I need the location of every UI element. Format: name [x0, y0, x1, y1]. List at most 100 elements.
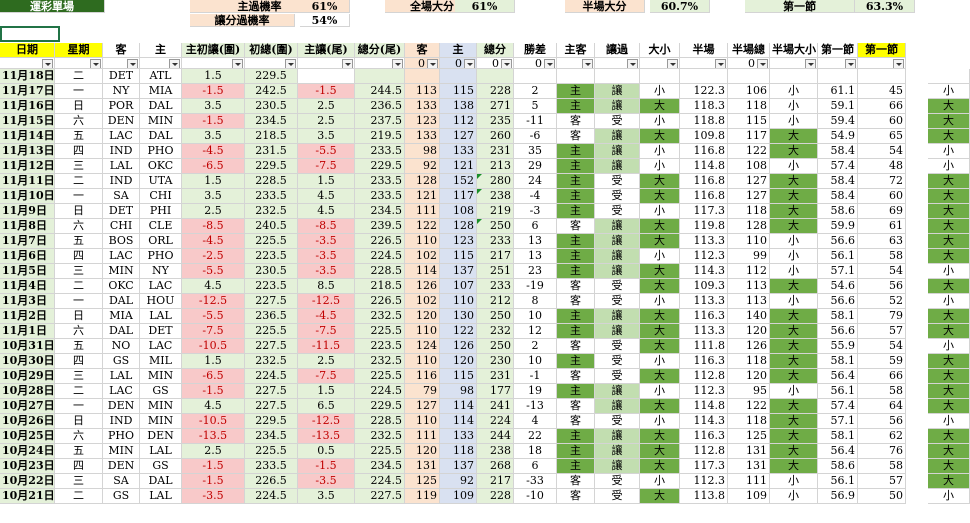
- data-cell: 120: [728, 324, 770, 339]
- filter-cell[interactable]: 0: [440, 58, 477, 69]
- filter-dropdown-icon[interactable]: [893, 59, 904, 68]
- data-cell: 大: [640, 339, 680, 354]
- filter-dropdown-icon[interactable]: [392, 59, 403, 68]
- filter-cell[interactable]: [680, 58, 728, 69]
- filter-dropdown-icon[interactable]: [427, 59, 438, 68]
- data-cell: MIN: [103, 444, 140, 459]
- column-header: 主: [140, 43, 182, 58]
- data-cell: 65: [858, 129, 906, 144]
- data-cell: 232: [477, 324, 514, 339]
- filter-dropdown-icon[interactable]: [627, 59, 638, 68]
- data-cell: 114: [440, 399, 477, 414]
- filter-dropdown-icon[interactable]: [757, 59, 768, 68]
- data-cell: -13.5: [298, 429, 355, 444]
- data-cell: 1.5: [182, 354, 245, 369]
- filter-cell[interactable]: [0, 58, 55, 69]
- data-cell: 102: [405, 249, 440, 264]
- data-cell: 大: [770, 144, 818, 159]
- data-cell: 56: [858, 414, 906, 429]
- filter-dropdown-icon[interactable]: [42, 59, 53, 68]
- data-cell: 225.5: [245, 324, 298, 339]
- filter-dropdown-icon[interactable]: [169, 59, 180, 68]
- data-cell: -10.5: [182, 339, 245, 354]
- data-cell: 大: [640, 129, 680, 144]
- filter-dropdown-icon[interactable]: [285, 59, 296, 68]
- filter-cell[interactable]: 0: [514, 58, 557, 69]
- data-cell: 227.5: [245, 294, 298, 309]
- column-header: 讓過: [595, 43, 640, 58]
- filter-dropdown-icon[interactable]: [582, 59, 593, 68]
- date-cell: 11月6日: [0, 249, 55, 264]
- filter-dropdown-icon[interactable]: [90, 59, 101, 68]
- filter-cell[interactable]: [55, 58, 103, 69]
- data-cell: 主: [557, 444, 595, 459]
- filter-dropdown-icon[interactable]: [342, 59, 353, 68]
- data-cell: 大: [770, 189, 818, 204]
- data-cell: 1.5: [298, 384, 355, 399]
- data-cell: 6: [514, 219, 557, 234]
- data-cell: 主: [557, 144, 595, 159]
- data-cell: 大: [928, 429, 970, 444]
- filter-dropdown-icon[interactable]: [501, 59, 512, 68]
- data-cell: 小: [640, 204, 680, 219]
- data-cell: -33: [514, 474, 557, 489]
- data-cell: 224.5: [355, 474, 405, 489]
- data-cell: 244: [477, 429, 514, 444]
- data-cell: 客: [557, 474, 595, 489]
- filter-cell[interactable]: [640, 58, 680, 69]
- filter-dropdown-icon[interactable]: [805, 59, 816, 68]
- data-cell: 六: [55, 219, 103, 234]
- data-cell: 250: [477, 219, 514, 234]
- data-cell: -1.5: [182, 114, 245, 129]
- data-cell: 218.5: [355, 279, 405, 294]
- data-cell: 112.8: [680, 444, 728, 459]
- filter-cell[interactable]: [140, 58, 182, 69]
- data-cell: -7.5: [298, 159, 355, 174]
- data-cell: -1.5: [182, 474, 245, 489]
- filter-cell[interactable]: [103, 58, 140, 69]
- data-cell: -3.5: [182, 489, 245, 504]
- data-cell: 小: [770, 234, 818, 249]
- data-cell: 224: [477, 414, 514, 429]
- data-cell: 大: [928, 174, 970, 189]
- date-cell: 11月15日: [0, 114, 55, 129]
- data-cell: -13: [514, 399, 557, 414]
- filter-cell[interactable]: [245, 58, 298, 69]
- filter-dropdown-icon[interactable]: [464, 59, 475, 68]
- filter-dropdown-icon[interactable]: [544, 59, 555, 68]
- filter-cell[interactable]: [818, 58, 858, 69]
- filter-cell[interactable]: [595, 58, 640, 69]
- q1-label: 第一節: [745, 0, 855, 13]
- data-cell: DAL: [103, 324, 140, 339]
- filter-cell[interactable]: [182, 58, 245, 69]
- data-cell: 231.5: [245, 144, 298, 159]
- data-cell: MIN: [140, 114, 182, 129]
- filter-cell[interactable]: [557, 58, 595, 69]
- data-cell: 大: [640, 459, 680, 474]
- data-cell: 59.1: [818, 99, 858, 114]
- filter-dropdown-icon[interactable]: [667, 59, 678, 68]
- filter-cell[interactable]: [770, 58, 818, 69]
- filter-dropdown-icon[interactable]: [845, 59, 856, 68]
- data-cell: 日: [55, 309, 103, 324]
- selected-cell[interactable]: [0, 26, 60, 42]
- filter-cell[interactable]: 0: [405, 58, 440, 69]
- filter-cell[interactable]: [858, 58, 906, 69]
- data-cell: 79: [405, 384, 440, 399]
- data-cell: -6.5: [182, 369, 245, 384]
- data-cell: 239.5: [355, 219, 405, 234]
- filter-cell[interactable]: 0: [477, 58, 514, 69]
- data-cell: 223.5: [245, 249, 298, 264]
- filter-cell[interactable]: [298, 58, 355, 69]
- data-cell: 227.5: [245, 399, 298, 414]
- data-cell: 115: [728, 114, 770, 129]
- data-cell: GS: [103, 354, 140, 369]
- filter-dropdown-icon[interactable]: [232, 59, 243, 68]
- data-cell: 234.5: [355, 204, 405, 219]
- data-cell: 128: [405, 174, 440, 189]
- filter-dropdown-icon[interactable]: [127, 59, 138, 68]
- filter-cell[interactable]: 0: [728, 58, 770, 69]
- filter-cell[interactable]: [355, 58, 405, 69]
- data-cell: 126: [440, 339, 477, 354]
- filter-dropdown-icon[interactable]: [715, 59, 726, 68]
